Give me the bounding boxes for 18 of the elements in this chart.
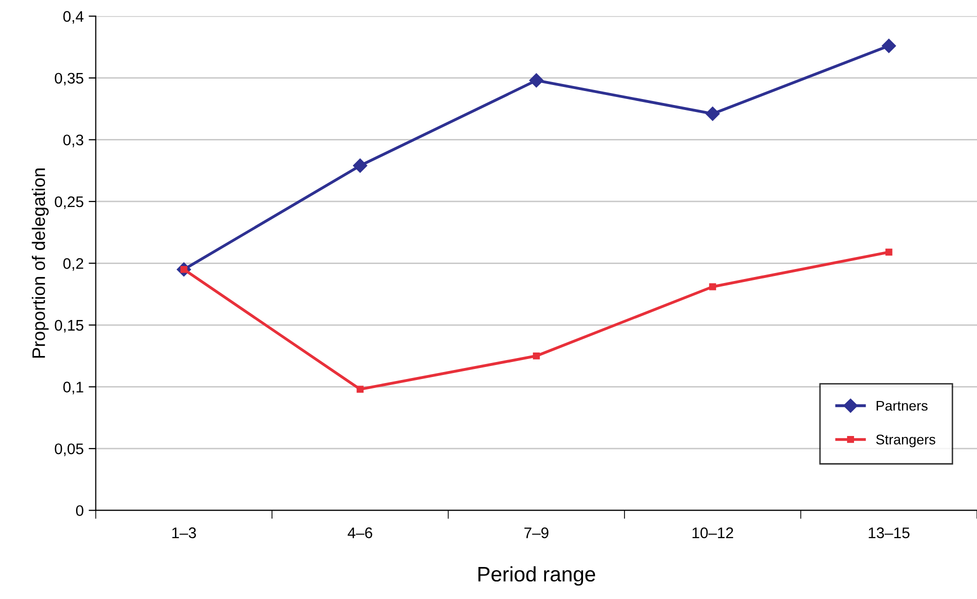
x-tick-label: 4–6 [348, 527, 372, 538]
y-tick-label: 0,15 [54, 320, 84, 333]
y-tick-label: 0,2 [63, 258, 84, 271]
legend-label: Partners [876, 400, 928, 411]
y-tick-label: 0,4 [63, 11, 84, 24]
y-tick-label: 0,1 [63, 382, 84, 394]
x-tick-label: 7–9 [524, 527, 548, 538]
y-tick-label: 0,25 [54, 196, 84, 209]
x-tick-label: 13–15 [868, 527, 910, 538]
x-axis-title: Period range [478, 566, 596, 586]
legend-label: Strangers [876, 434, 936, 448]
y-tick-label: 0 [76, 505, 84, 516]
x-tick-label: 1–3 [172, 527, 196, 538]
x-tick-label: 10–12 [692, 527, 734, 538]
y-axis-title: Proportion of delegation [32, 168, 49, 358]
y-tick-label: 0,35 [54, 72, 84, 86]
y-tick-label: 0,05 [54, 443, 84, 456]
y-tick-label: 0,3 [63, 134, 84, 148]
